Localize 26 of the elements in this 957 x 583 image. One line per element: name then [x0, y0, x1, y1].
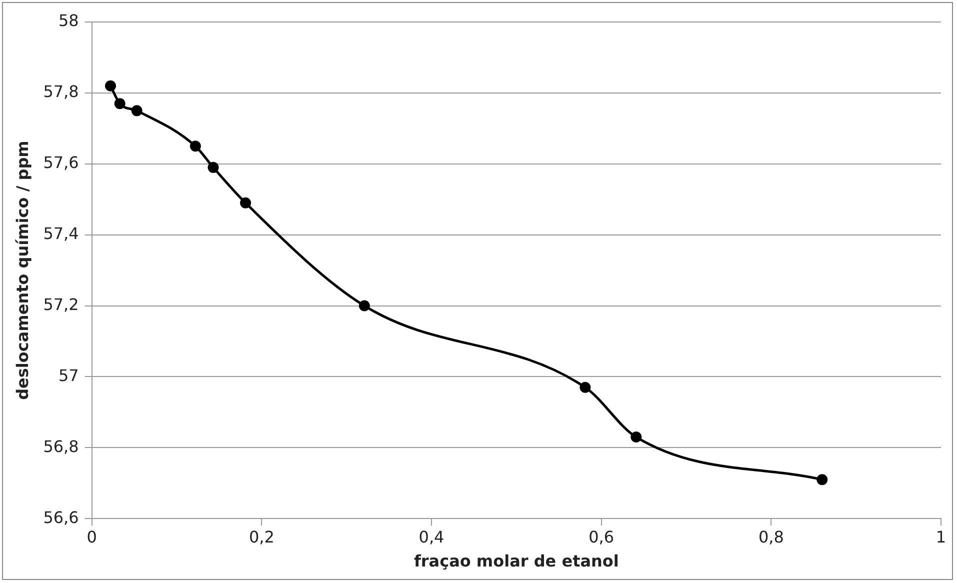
point: [114, 98, 126, 110]
point: [105, 80, 116, 92]
x-tick-label: 0,2: [248, 527, 274, 546]
x-tick-label: 0,6: [588, 527, 614, 546]
y-tick-label: 56,6: [43, 508, 79, 527]
point: [240, 197, 252, 208]
y-tick-label: 57: [58, 366, 79, 385]
x-tick-label: 1: [936, 527, 946, 546]
x-tick-label: 0,4: [418, 527, 444, 546]
y-tick-label: 57,8: [43, 82, 79, 102]
y-axis-title: deslocamento químico / ppm: [12, 140, 32, 400]
y-tick-label: 56,8: [43, 436, 79, 456]
x-tick-label: 0: [86, 527, 97, 546]
y-tick-label: 57,4: [43, 224, 79, 243]
point: [131, 105, 142, 116]
point: [208, 162, 219, 173]
point: [816, 474, 828, 486]
x-axis-title: fraçao molar de etanol: [414, 552, 619, 571]
point: [190, 140, 201, 152]
y-tick-label: 57,6: [43, 153, 79, 172]
y-tick-label: 58: [58, 11, 79, 30]
point: [630, 432, 642, 443]
y-tick-label: 57,2: [43, 294, 79, 314]
point: [580, 382, 591, 393]
x-tick-label: 0,8: [758, 527, 784, 546]
point: [358, 300, 370, 312]
